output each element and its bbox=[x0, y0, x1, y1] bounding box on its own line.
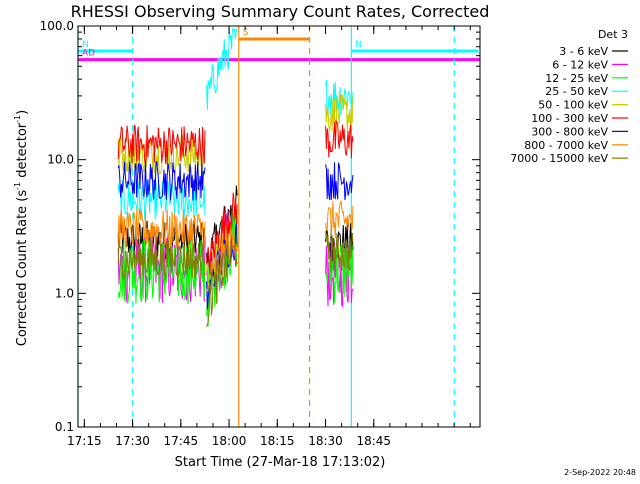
series-data-layer bbox=[117, 27, 354, 328]
series-5-segment-2 bbox=[325, 119, 354, 159]
flag-label-3: S bbox=[243, 28, 249, 38]
series-5 bbox=[117, 119, 354, 275]
plot-frame bbox=[77, 25, 481, 428]
series-8-segment-1 bbox=[206, 242, 238, 328]
series-7-segment-0 bbox=[117, 207, 206, 250]
flag-label-0: N bbox=[82, 40, 89, 50]
series-7-segment-2 bbox=[325, 200, 354, 239]
series-4-segment-2 bbox=[325, 93, 354, 136]
y-label-main: Corrected Count Rate (s bbox=[15, 190, 30, 347]
series-8-segment-2 bbox=[325, 232, 354, 273]
x-tick-label-3: 18:00 bbox=[212, 434, 247, 448]
series-3-segment-0 bbox=[117, 178, 206, 220]
x-tick-label-1: 17:30 bbox=[115, 434, 150, 448]
legend-label-8: 7000 - 15000 keV bbox=[510, 152, 608, 165]
y-tick-label-3: 100.0 bbox=[40, 19, 74, 33]
series-3-segment-2 bbox=[325, 79, 354, 117]
x-tick-label-2: 17:45 bbox=[164, 434, 199, 448]
y-label-exponent-2: -1 bbox=[13, 115, 22, 123]
legend-label-3: 25 - 50 keV bbox=[545, 85, 608, 98]
x-tick-label-5: 18:30 bbox=[308, 434, 343, 448]
legend-label-6: 300 - 800 keV bbox=[531, 125, 608, 138]
legend-label-4: 50 - 100 keV bbox=[538, 99, 608, 112]
series-6-segment-0 bbox=[117, 160, 206, 201]
vertical-lines-layer bbox=[77, 26, 455, 427]
series-1-segment-2 bbox=[325, 239, 354, 307]
y-label-mid: detector bbox=[15, 122, 30, 182]
legend-label-2: 12 - 25 keV bbox=[545, 72, 608, 85]
series-2-segment-0 bbox=[117, 236, 206, 305]
y-tick-label-1: 1.0 bbox=[55, 286, 74, 300]
series-3 bbox=[117, 27, 354, 220]
legend-title: Det 3 bbox=[598, 28, 628, 41]
series-5-segment-1 bbox=[206, 192, 238, 275]
series-5-segment-0 bbox=[117, 124, 206, 165]
axes-layer: 17:15 17:30 17:45 18:00 18:15 18:30 18:45 0.1 1.… bbox=[40, 19, 481, 448]
y-tick-label-0: 0.1 bbox=[55, 420, 74, 434]
series-6-segment-2 bbox=[325, 162, 354, 201]
legend-label-1: 6 - 12 keV bbox=[552, 58, 608, 71]
legend-label-0: 3 - 6 keV bbox=[559, 45, 608, 58]
flag-label-2: AD bbox=[82, 49, 95, 59]
legend-label-5: 100 - 300 keV bbox=[531, 112, 608, 125]
series-3-segment-1 bbox=[206, 27, 238, 110]
footer-timestamp: 2-Sep-2022 20:48 bbox=[564, 468, 636, 477]
y-label-exponent-1: -1 bbox=[13, 182, 22, 190]
flag-label-1: N bbox=[355, 40, 362, 50]
x-tick-label-4: 18:15 bbox=[260, 434, 295, 448]
y-tick-label-2: 10.0 bbox=[47, 153, 74, 167]
y-label-end: ) bbox=[15, 110, 30, 115]
x-axis-label: Start Time (27-Mar-18 17:13:02) bbox=[175, 455, 386, 470]
series-8 bbox=[117, 232, 354, 328]
legend-label-7: 800 - 7000 keV bbox=[524, 139, 608, 152]
chart-title: RHESSI Observing Summary Count Rates, Co… bbox=[71, 2, 490, 21]
series-8-segment-0 bbox=[117, 239, 206, 281]
y-axis-label: Corrected Count Rate (s-1 detector-1) bbox=[13, 110, 30, 346]
x-tick-label-0: 17:15 bbox=[67, 434, 102, 448]
x-tick-label-6: 18:45 bbox=[356, 434, 391, 448]
